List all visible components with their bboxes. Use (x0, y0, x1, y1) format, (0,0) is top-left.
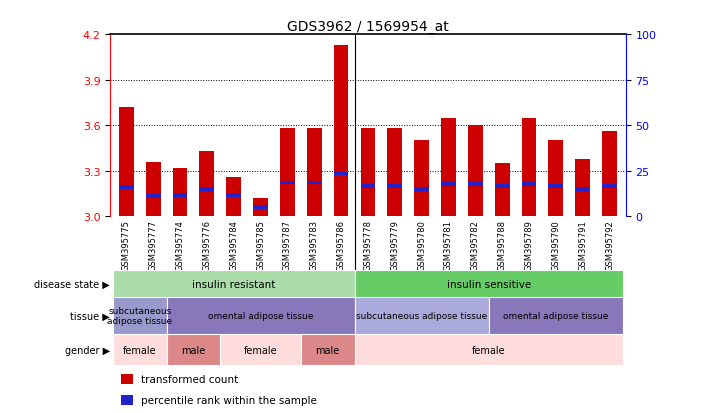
Bar (415, 141, 429, 217)
Bar (441, 183, 456, 187)
Bar (119, 108, 134, 217)
Bar (119, 186, 134, 190)
Text: GSM395779: GSM395779 (390, 220, 400, 270)
Text: GSM395790: GSM395790 (551, 220, 560, 270)
Bar (113, 335, 166, 366)
Bar (548, 141, 563, 217)
Bar (113, 271, 355, 297)
Text: GSM395782: GSM395782 (471, 220, 480, 270)
Bar (200, 152, 214, 217)
Bar (355, 297, 488, 335)
Text: GSM395788: GSM395788 (498, 220, 507, 271)
Bar (355, 271, 623, 297)
Text: subcutaneous
adipose tissue: subcutaneous adipose tissue (107, 306, 172, 325)
Text: GSM395781: GSM395781 (444, 220, 453, 270)
Bar (200, 188, 214, 191)
Text: GSM395776: GSM395776 (203, 220, 211, 271)
Bar (522, 183, 536, 187)
Bar (387, 129, 402, 217)
Text: transformed count: transformed count (141, 374, 238, 384)
Bar (253, 199, 268, 217)
Bar (575, 188, 590, 191)
Bar (522, 119, 536, 217)
Bar (173, 193, 188, 197)
Bar (146, 162, 161, 217)
Text: female: female (244, 345, 277, 355)
Text: GSM395792: GSM395792 (605, 220, 614, 270)
Bar (602, 184, 617, 188)
Bar (226, 193, 241, 197)
Bar (220, 335, 301, 366)
Text: GSM395778: GSM395778 (363, 220, 373, 271)
Bar (360, 129, 375, 217)
Bar (333, 172, 348, 176)
Bar (166, 335, 220, 366)
Bar (146, 195, 161, 199)
Text: GSM395784: GSM395784 (229, 220, 238, 270)
Text: disease state ▶: disease state ▶ (34, 279, 109, 289)
Text: omental adipose tissue: omental adipose tissue (503, 311, 609, 320)
Text: GSM395786: GSM395786 (336, 220, 346, 271)
Bar (333, 46, 348, 217)
Bar (307, 129, 321, 217)
Bar (280, 181, 295, 185)
Text: GSM395791: GSM395791 (578, 220, 587, 270)
Bar (495, 184, 510, 188)
Bar (495, 164, 510, 217)
Bar (575, 159, 590, 217)
Text: GSM395785: GSM395785 (256, 220, 265, 270)
Bar (280, 129, 295, 217)
Bar (488, 297, 623, 335)
Bar (355, 335, 623, 366)
Bar (468, 126, 483, 217)
Bar (226, 178, 241, 217)
Bar (166, 297, 355, 335)
Bar (173, 169, 188, 217)
Bar (441, 119, 456, 217)
Text: tissue ▶: tissue ▶ (70, 311, 109, 321)
Bar (387, 184, 402, 188)
Text: gender ▶: gender ▶ (65, 345, 109, 355)
Bar (307, 181, 321, 185)
Bar (468, 183, 483, 187)
Text: insulin sensitive: insulin sensitive (447, 279, 531, 289)
Text: percentile rank within the sample: percentile rank within the sample (141, 395, 317, 405)
Text: male: male (316, 345, 340, 355)
Text: female: female (123, 345, 156, 355)
Bar (415, 188, 429, 191)
Bar (113, 297, 166, 335)
Text: subcutaneous adipose tissue: subcutaneous adipose tissue (356, 311, 487, 320)
Text: GSM395775: GSM395775 (122, 220, 131, 270)
Bar (253, 206, 268, 209)
Bar (121, 374, 134, 384)
Bar (301, 335, 355, 366)
Text: omental adipose tissue: omental adipose tissue (208, 311, 314, 320)
Bar (360, 184, 375, 188)
Text: female: female (472, 345, 506, 355)
Text: GSM395783: GSM395783 (310, 220, 319, 271)
Text: male: male (181, 345, 205, 355)
Title: GDS3962 / 1569954_at: GDS3962 / 1569954_at (287, 20, 449, 34)
Text: GSM395787: GSM395787 (283, 220, 292, 271)
Bar (548, 184, 563, 188)
Text: GSM395774: GSM395774 (176, 220, 185, 270)
Bar (121, 395, 134, 405)
Text: GSM395780: GSM395780 (417, 220, 426, 270)
Text: GSM395777: GSM395777 (149, 220, 158, 271)
Text: insulin resistant: insulin resistant (192, 279, 275, 289)
Bar (602, 132, 617, 217)
Text: GSM395789: GSM395789 (525, 220, 533, 270)
